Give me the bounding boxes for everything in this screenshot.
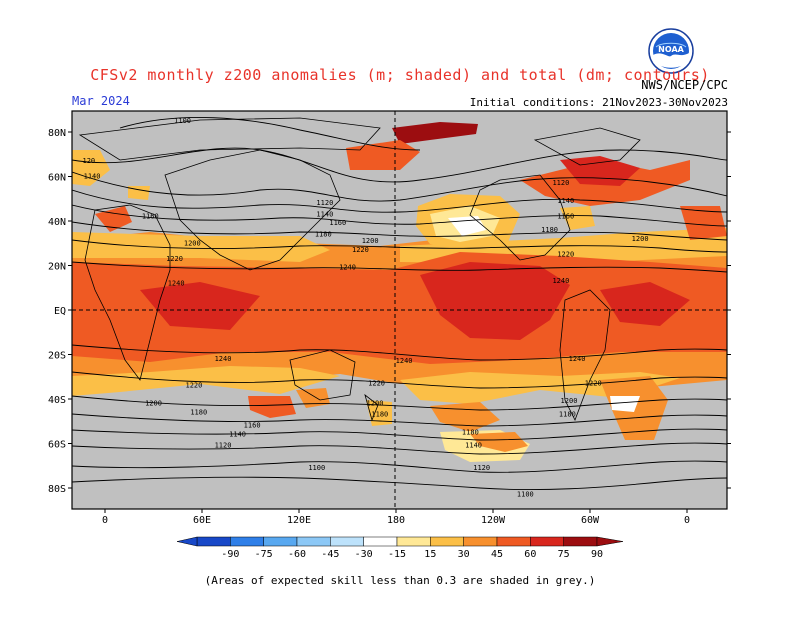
colorbar-label: -30 — [355, 549, 373, 560]
height-contours — [72, 117, 727, 491]
colorbar-label: -45 — [321, 549, 339, 560]
colorbar-high-arrow — [596, 536, 624, 547]
contour-label: 1220 — [557, 250, 574, 258]
contour-label: 1100 — [308, 464, 325, 472]
initial-conditions: Initial conditions: 21Nov2023-30Nov2023 — [469, 96, 728, 109]
contour-label: 1220 — [166, 255, 183, 263]
lon-tick-label: 60W — [581, 515, 600, 526]
contour-label: 1200 — [362, 237, 379, 245]
contour-label: 1100 — [517, 491, 534, 499]
contour-label: 1100 — [174, 117, 191, 125]
contour-label: 1240 — [215, 355, 232, 363]
contour-label: 1220 — [185, 382, 202, 390]
lat-tick-label: 40S — [48, 395, 66, 406]
contour-label: 1240 — [552, 277, 569, 285]
lat-tick-label: EQ — [54, 306, 66, 317]
contour-label: 1160 — [557, 213, 574, 221]
contour-label: 1180 — [371, 411, 388, 419]
colorbar-swatch — [496, 536, 531, 547]
lat-tick-label: 40N — [48, 217, 66, 228]
noaa-logo-text: NOAA — [658, 45, 684, 54]
colorbar-swatch — [463, 536, 498, 547]
contour-label: 1200 — [367, 399, 384, 407]
contour-label: 1200 — [184, 239, 201, 247]
lat-tick-label: 20S — [48, 351, 66, 362]
contour-label: 1220 — [352, 246, 369, 254]
contour-label: 1220 — [368, 379, 385, 387]
forecast-month: Mar 2024 — [72, 94, 130, 108]
contour-label: 1220 — [585, 379, 602, 387]
colorbar-swatch — [530, 536, 564, 547]
contour-label: 1160 — [329, 219, 346, 227]
colorbar-label: 90 — [591, 549, 603, 560]
contour-label: 1140 — [84, 173, 101, 181]
contour-label: 1200 — [561, 397, 578, 405]
contour-label: 120 — [83, 157, 96, 165]
noaa-logo: NOAA — [648, 28, 694, 74]
contour-label: 1160 — [244, 422, 261, 430]
contour-label: 1140 — [229, 431, 246, 439]
colorbar-low-arrow — [176, 536, 198, 547]
colorbar-label: -90 — [221, 549, 239, 560]
lon-tick-label: 60E — [193, 515, 211, 526]
colorbar-label: 45 — [491, 549, 503, 560]
skill-footnote: (Areas of expected skill less than 0.3 a… — [204, 574, 596, 587]
contour-label: 1240 — [168, 279, 185, 287]
contour-label: 1120 — [316, 199, 333, 207]
lat-tick-label: 80S — [48, 484, 66, 495]
colorbar-swatch — [230, 536, 264, 547]
colorbar-label: -15 — [388, 549, 406, 560]
contour-label: 1240 — [396, 357, 413, 365]
lon-tick-label: 0 — [684, 515, 690, 526]
contour-label: 1180 — [541, 226, 558, 234]
contour-label: 1120 — [215, 442, 232, 450]
colorbar-label: 15 — [424, 549, 436, 560]
contour-label: 1240 — [569, 355, 586, 363]
colorbar-label: -60 — [288, 549, 306, 560]
colorbar-swatch — [330, 536, 364, 547]
colorbar-label: 30 — [458, 549, 470, 560]
agency-label: NWS/NCEP/CPC — [641, 78, 728, 92]
contour-label: 1180 — [190, 408, 207, 416]
colorbar-swatch — [296, 536, 331, 547]
lon-tick-label: 180 — [387, 515, 405, 526]
contour-label: 1140 — [465, 442, 482, 450]
contour-label: 1180 — [462, 428, 479, 436]
colorbar-swatch — [363, 536, 398, 547]
colorbar-swatch — [430, 536, 464, 547]
colorbar-label: -75 — [255, 549, 273, 560]
colorbar-swatch — [263, 536, 298, 547]
contour-label: 1120 — [473, 464, 490, 472]
lat-tick-label: 60N — [48, 173, 66, 184]
contour-label: 1120 — [552, 179, 569, 187]
anomaly-shading — [72, 111, 727, 509]
lon-tick-label: 0 — [102, 515, 108, 526]
contour-label: 1140 — [557, 197, 574, 205]
contour-label: 1240 — [339, 264, 356, 272]
lon-tick-label: 120E — [287, 515, 311, 526]
contour-label: 1200 — [632, 235, 649, 243]
lat-tick-label: 20N — [48, 262, 66, 273]
lat-tick-label: 60S — [48, 440, 66, 451]
colorbar-label: 60 — [524, 549, 536, 560]
contour-label: 1180 — [315, 230, 332, 238]
contour-label: 1200 — [145, 399, 162, 407]
colorbar-swatch — [563, 536, 598, 547]
colorbar-swatch — [396, 536, 431, 547]
lon-tick-label: 120W — [481, 515, 506, 526]
contour-label: 1180 — [559, 411, 576, 419]
lat-tick-label: 80N — [48, 128, 66, 139]
chart-title: CFSv2 monthly z200 anomalies (m; shaded)… — [90, 66, 710, 84]
colorbar-swatch — [196, 536, 231, 547]
contour-label: 1140 — [316, 210, 333, 218]
contour-label: 1160 — [142, 213, 159, 221]
colorbar-label: 75 — [558, 549, 570, 560]
